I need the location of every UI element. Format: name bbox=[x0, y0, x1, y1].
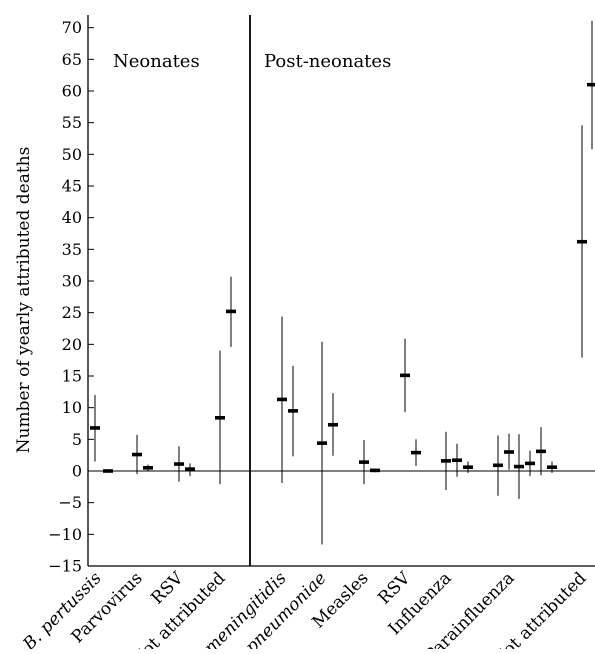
y-tick-label: 10 bbox=[62, 398, 82, 417]
y-tick-label: −5 bbox=[58, 493, 82, 512]
y-tick-label: 45 bbox=[62, 177, 82, 196]
group-label-neonates: Neonates bbox=[113, 51, 200, 72]
y-tick-label: 0 bbox=[72, 462, 82, 481]
y-tick-label: 35 bbox=[62, 240, 82, 259]
y-tick-label: 5 bbox=[72, 430, 82, 449]
y-axis-title: Number of yearly attributed deaths bbox=[14, 147, 34, 454]
y-tick-label: −15 bbox=[48, 557, 82, 576]
y-tick-label: 30 bbox=[62, 272, 82, 291]
y-tick-label: −10 bbox=[48, 525, 82, 544]
y-tick-label: 40 bbox=[62, 208, 82, 227]
y-tick-label: 70 bbox=[62, 18, 82, 37]
y-tick-label: 25 bbox=[62, 303, 82, 322]
y-tick-label: 65 bbox=[62, 50, 82, 69]
group-label-post-neonates: Post-neonates bbox=[264, 51, 391, 72]
y-tick-label: 60 bbox=[62, 82, 82, 101]
y-tick-label: 15 bbox=[62, 367, 82, 386]
y-tick-label: 20 bbox=[62, 335, 82, 354]
y-tick-label: 55 bbox=[62, 113, 82, 132]
y-tick-label: 50 bbox=[62, 145, 82, 164]
